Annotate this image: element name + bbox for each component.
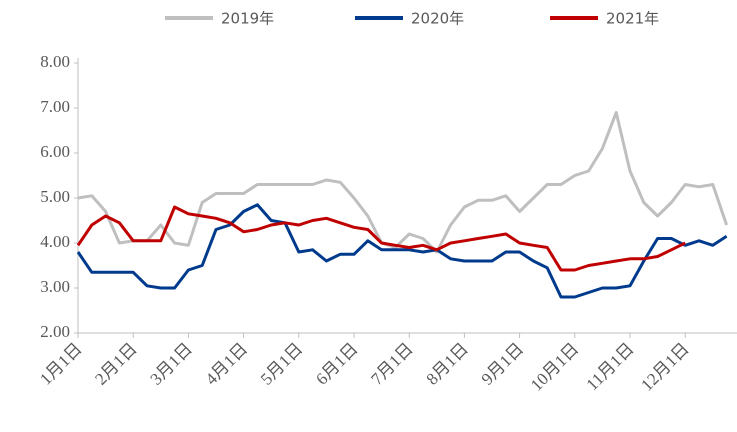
x-tick-label: 2月1日 xyxy=(91,339,140,388)
y-tick-label: 8.00 xyxy=(40,52,70,71)
x-tick-label: 1月1日 xyxy=(36,339,85,388)
y-tick-label: 6.00 xyxy=(40,142,70,161)
x-tick-label: 6月1日 xyxy=(312,339,361,388)
legend-label: 2020年 xyxy=(411,10,464,28)
y-tick-label: 7.00 xyxy=(40,97,70,116)
series-line xyxy=(76,203,728,299)
series-line xyxy=(77,111,729,254)
x-tick-label: 10月1日 xyxy=(527,339,583,395)
x-tick-label: 12月1日 xyxy=(637,339,693,395)
x-tick-label: 8月1日 xyxy=(422,339,471,388)
legend-label: 2021年 xyxy=(606,10,659,28)
y-tick-label: 4.00 xyxy=(40,232,70,251)
x-tick-label: 11月1日 xyxy=(583,339,638,394)
series-line xyxy=(76,205,686,272)
x-tick-label: 7月1日 xyxy=(367,339,416,388)
x-tick-label: 4月1日 xyxy=(202,339,251,388)
x-tick-label: 9月1日 xyxy=(478,339,527,388)
y-tick-label: 5.00 xyxy=(40,187,70,206)
y-tick-label: 3.00 xyxy=(40,277,70,296)
y-tick-label: 2.00 xyxy=(40,322,70,341)
x-tick-label: 5月1日 xyxy=(257,339,306,388)
x-tick-label: 3月1日 xyxy=(146,339,195,388)
legend-label: 2019年 xyxy=(221,10,274,28)
